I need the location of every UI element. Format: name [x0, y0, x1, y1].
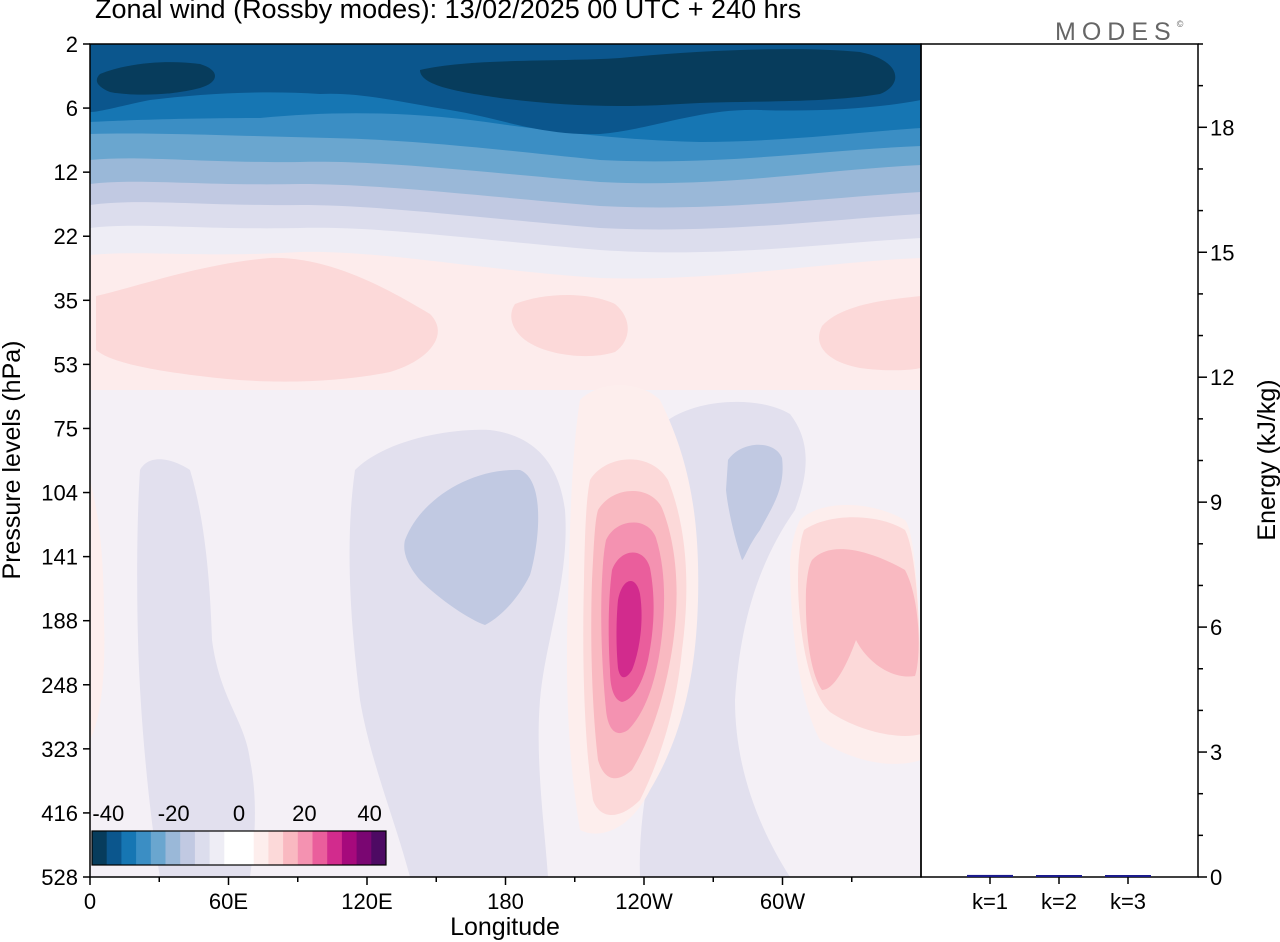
y-tick-label: 22 — [54, 224, 78, 249]
colorbar-swatch — [239, 831, 255, 865]
energy-bar — [967, 874, 1013, 877]
colorbar-swatch — [92, 831, 108, 865]
energy-bars — [967, 874, 1151, 877]
colorbar-swatch — [312, 831, 328, 865]
x-tick-label: 60W — [760, 889, 805, 914]
tropo-pos-west-edge — [90, 480, 105, 740]
colorbar — [91, 830, 387, 866]
energy-tick-label: 0 — [1210, 865, 1222, 890]
x-tick-label: 0 — [84, 889, 96, 914]
y-axis-label: Pressure levels (hPa) — [0, 341, 26, 580]
easterly-core-west — [96, 62, 215, 95]
colorbar-swatch — [224, 831, 240, 865]
energy-tick-label: 9 — [1210, 490, 1222, 515]
colorbar-swatch — [136, 831, 152, 865]
colorbar-swatch — [194, 831, 211, 865]
colorbar-swatch — [327, 831, 343, 865]
k-label: k=2 — [1041, 889, 1077, 914]
x-tick-label: 180 — [487, 889, 524, 914]
colorbar-swatch — [268, 831, 284, 865]
colorbar-frame — [91, 830, 387, 866]
y-tick-label: 323 — [41, 737, 78, 762]
y-tick-label: 416 — [41, 801, 78, 826]
tropo-neg-core-b — [404, 469, 539, 625]
colorbar-swatch — [371, 831, 387, 865]
energy-axis-label: Energy (kJ/kg) — [1253, 379, 1280, 540]
energy-axis: 0 3 6 9 12 15 18 — [1198, 43, 1234, 890]
tropo-neg-region-a — [137, 459, 255, 877]
westerly-patch-mid — [511, 295, 628, 357]
colorbar-swatch — [150, 831, 166, 865]
energy-frame — [920, 43, 1199, 878]
y-tick-label: 12 — [54, 160, 78, 185]
x-tick-label: 120W — [615, 889, 673, 914]
energy-tick-label: 18 — [1210, 115, 1234, 140]
tropo-neg-core-c — [726, 444, 783, 560]
logo-mark: © — [1176, 18, 1184, 29]
wavenumber-labels: k=1 k=2 k=3 — [972, 877, 1146, 914]
pressure-axis: 2 6 12 22 35 53 75 104 141 188 248 323 416 528 — [41, 32, 90, 890]
colorbar-tick-label: 20 — [292, 801, 316, 826]
energy-bar — [1105, 875, 1151, 877]
colorbar-tick-label: -20 — [158, 801, 190, 826]
y-tick-label: 104 — [41, 481, 78, 506]
modes-logo: MODES© — [1055, 18, 1183, 47]
y-tick-label: 248 — [41, 673, 78, 698]
colorbar-swatch — [121, 831, 137, 865]
y-tick-label: 141 — [41, 545, 78, 570]
easterly-core-east — [420, 49, 896, 106]
colorbar-swatch — [253, 831, 269, 865]
colorbar-tick-label: 0 — [233, 801, 245, 826]
x-tick-label: 60E — [209, 889, 248, 914]
x-tick-label: 120E — [341, 889, 392, 914]
k-label: k=3 — [1110, 889, 1146, 914]
y-tick-label: 188 — [41, 609, 78, 634]
tropo-pos-main-core — [616, 581, 642, 678]
colorbar-swatch — [165, 831, 181, 865]
energy-tick-label: 15 — [1210, 240, 1234, 265]
energy-tick-label: 3 — [1210, 740, 1222, 765]
colorbar-swatch — [106, 831, 122, 865]
energy-bar — [1036, 875, 1082, 877]
y-tick-label: 2 — [66, 32, 78, 57]
energy-tick-label: 6 — [1210, 615, 1222, 640]
colorbar-tick-label: 40 — [357, 801, 381, 826]
colorbar-swatch — [283, 831, 299, 865]
logo-text: MODES — [1055, 18, 1177, 46]
y-tick-label: 528 — [41, 865, 78, 890]
colorbar-swatch — [297, 831, 313, 865]
colorbar-swatch — [209, 831, 225, 865]
y-tick-label: 75 — [54, 416, 78, 441]
y-tick-label: 53 — [54, 352, 78, 377]
colorbar-tick-labels: -40 -20 0 20 40 — [92, 801, 381, 826]
colorbar-tick-label: -40 — [92, 801, 124, 826]
colorbar-swatch — [341, 831, 358, 865]
colorbar-swatch — [180, 831, 196, 865]
y-tick-label: 6 — [66, 96, 78, 121]
x-axis-label: Longitude — [450, 913, 560, 941]
y-tick-label: 35 — [54, 288, 78, 313]
chart-title: Zonal wind (Rossby modes): 13/02/2025 00… — [95, 0, 802, 24]
westerly-patch-west — [96, 257, 438, 382]
heatmap-field — [90, 44, 921, 877]
tropo-pos-east-3 — [805, 549, 919, 690]
longitude-axis: 0 60E 120E 180 120W 60W — [84, 877, 853, 914]
energy-tick-label: 12 — [1210, 365, 1234, 390]
colorbar-swatch — [356, 831, 372, 865]
westerly-patch-east — [819, 296, 921, 371]
k-label: k=1 — [972, 889, 1008, 914]
